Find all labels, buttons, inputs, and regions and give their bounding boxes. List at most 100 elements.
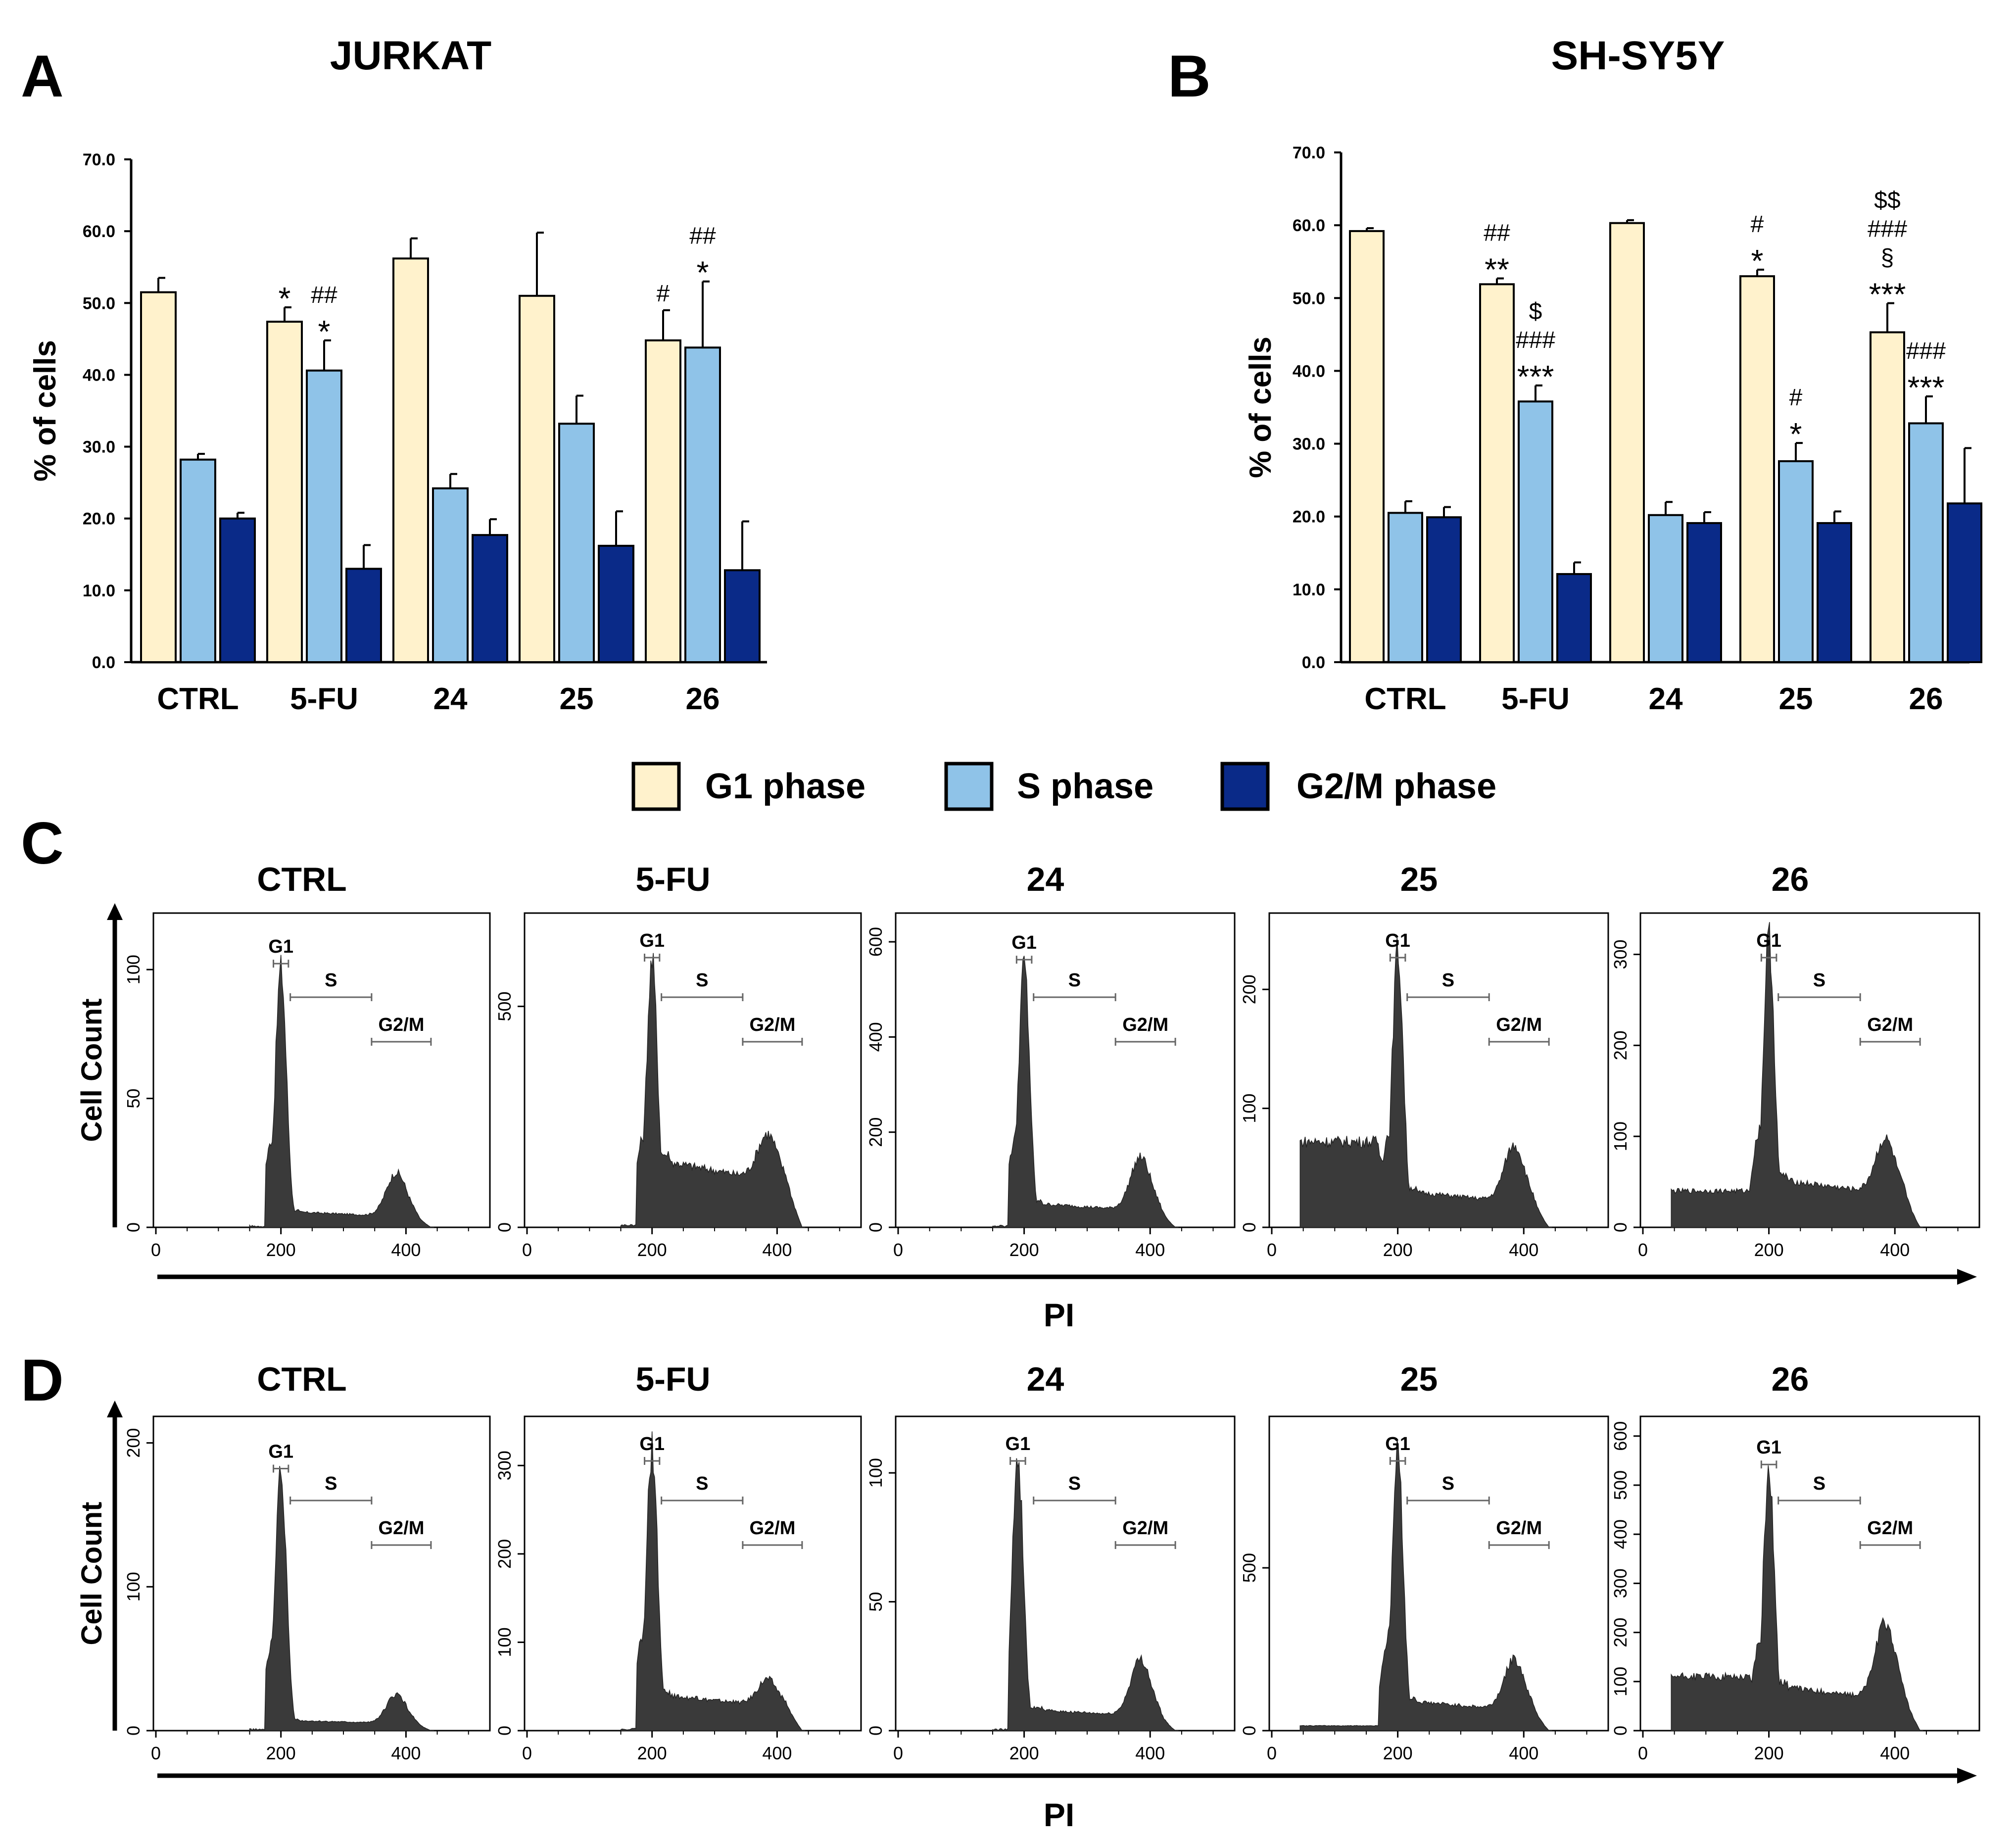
y-tick-label: 10.0 (83, 581, 115, 600)
y-tick-label: 500 (1610, 1470, 1631, 1500)
gate-label: G1 (1756, 930, 1781, 951)
gate-label: S (1813, 1473, 1825, 1494)
x-tick-label: 5-FU (290, 682, 358, 716)
y-axis-label: % of cells (28, 340, 62, 482)
panel-letter-d: D (21, 1347, 64, 1413)
bar-g2m (1686, 522, 1722, 663)
x-tick-label: 200 (637, 1743, 667, 1763)
significance-mark: ## (689, 223, 716, 249)
y-tick-label: 0 (1610, 1222, 1631, 1232)
y-tick-label: 50 (123, 1089, 144, 1109)
bar-s (684, 346, 721, 663)
gate-label: S (696, 1473, 708, 1494)
bar-g2m (219, 517, 256, 663)
gate-label: S (1442, 1473, 1454, 1494)
x-tick-label: 0 (522, 1240, 532, 1260)
significance-mark: * (279, 281, 291, 316)
y-tick-label: 100 (1610, 1667, 1631, 1696)
y-tick-label: 0 (123, 1726, 144, 1736)
pi-label: PI (1044, 1796, 1074, 1833)
histogram-area (1671, 1465, 1923, 1731)
legend-label-s: S phase (1017, 767, 1153, 806)
y-tick-label: 100 (123, 955, 144, 984)
bar-s (1778, 460, 1814, 664)
x-tick-label: 5-FU (1501, 682, 1570, 716)
gate-label: G2/M (378, 1518, 424, 1539)
x-tick-label: 400 (1135, 1743, 1165, 1763)
histogram-title: 25 (1400, 861, 1438, 898)
y-tick-label: 500 (1239, 1553, 1259, 1583)
x-tick-label: 200 (1383, 1240, 1413, 1260)
bar-g1 (266, 321, 303, 663)
bar-g2m (598, 544, 634, 663)
y-tick-label: 70.0 (1293, 144, 1325, 162)
bar-g2m (1947, 502, 1982, 663)
bar-g1 (1870, 331, 1905, 663)
x-tick-label: 400 (762, 1240, 792, 1260)
y-tick-label: 40.0 (1293, 362, 1325, 381)
gate-label: G1 (1006, 1434, 1031, 1454)
bar-s (1908, 422, 1944, 663)
bar-g1 (645, 339, 681, 663)
pi-label: PI (1044, 1297, 1074, 1333)
significance-mark: * (318, 314, 331, 349)
histogram-title: 26 (1772, 861, 1809, 898)
bar-g1 (1609, 222, 1645, 663)
significance-mark: *** (1517, 359, 1554, 394)
histogram-frame (1268, 1415, 1609, 1732)
x-tick-label: 400 (762, 1743, 792, 1763)
x-tick-label: 0 (151, 1240, 161, 1260)
x-tick-label: 0 (522, 1743, 532, 1763)
y-tick-label: 0 (123, 1222, 144, 1232)
y-tick-label: 600 (865, 927, 886, 957)
x-tick-label: 200 (1009, 1240, 1039, 1260)
y-tick-label: 60.0 (1293, 216, 1325, 235)
histogram-panel: CTRL 0 200 400 0 50 100 G1 S G2/M (123, 861, 491, 1260)
y-tick-label: 0 (494, 1726, 515, 1736)
significance-mark: $ (1529, 298, 1542, 325)
histogram-area (620, 1431, 806, 1731)
significance-mark: *** (1908, 370, 1945, 405)
gate-label: S (1068, 970, 1081, 991)
y-tick-label: 0 (865, 1726, 886, 1736)
cell-count-label: Cell Count (76, 1502, 108, 1646)
x-tick-label: 24 (1649, 682, 1683, 716)
y-tick-label: 0.0 (1302, 653, 1325, 672)
histogram-area (620, 953, 806, 1228)
significance-mark: ### (1868, 216, 1907, 242)
histogram-title: 5-FU (635, 1360, 710, 1398)
y-tick-label: 40.0 (83, 366, 115, 385)
x-tick-label: 24 (433, 682, 468, 716)
x-tick-label: 0 (151, 1743, 161, 1763)
x-tick-label: 0 (893, 1240, 903, 1260)
bar-g2m (472, 534, 508, 664)
bar-g1 (140, 291, 177, 663)
bar-g2m (345, 568, 382, 664)
bar-g1 (1479, 283, 1515, 663)
significance-mark: ** (1485, 252, 1509, 288)
legend-swatch-g2m (1220, 762, 1270, 811)
x-tick-label: 200 (266, 1240, 296, 1260)
y-tick-label: 0 (1610, 1726, 1631, 1736)
y-tick-label: 30.0 (83, 438, 115, 457)
significance-mark: ### (1516, 327, 1555, 353)
histogram-frame (152, 912, 491, 1228)
legend-label-g1: G1 phase (705, 767, 865, 806)
bar-s (432, 487, 469, 663)
gate-label: G2/M (1122, 1015, 1168, 1035)
y-tick-label: 100 (494, 1627, 515, 1657)
gate-label: G2/M (749, 1015, 795, 1035)
gate-label: S (696, 970, 708, 991)
y-tick-label: 70.0 (83, 150, 115, 169)
y-tick-label: 60.0 (83, 222, 115, 241)
significance-mark: ## (1484, 220, 1510, 246)
y-tick-label: 300 (1610, 1568, 1631, 1598)
gate-label: S (1442, 970, 1454, 991)
bar-g2m (1817, 522, 1852, 663)
legend-swatch-g1 (631, 762, 681, 811)
x-tick-label: 400 (391, 1240, 421, 1260)
y-tick-label: 100 (1239, 1094, 1259, 1123)
histogram-title: 24 (1027, 1360, 1064, 1398)
bar-g2m (724, 569, 761, 664)
arrow-right-icon (1957, 1269, 1977, 1285)
